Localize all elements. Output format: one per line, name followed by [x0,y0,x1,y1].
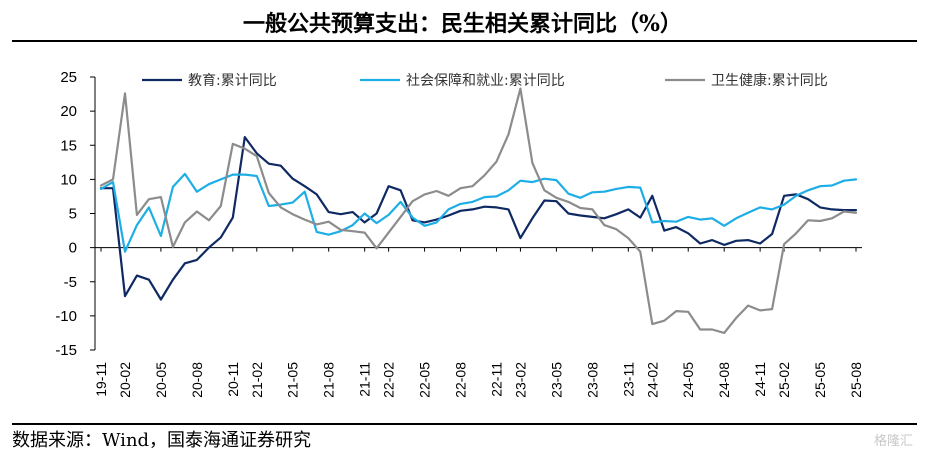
x-tick-label: 23-05 [548,362,564,398]
x-tick-label: 23-11 [620,362,636,397]
legend-label-2: 卫生健康:累计同比 [711,72,828,89]
x-tick-label: 20-08 [189,362,205,398]
y-tick-label: 10 [60,171,77,188]
x-tick-label: 23-02 [512,362,528,398]
watermark-logo: 格隆汇 [873,434,913,449]
x-tick-label: 22-11 [488,362,504,397]
x-tick-label: 22-02 [381,362,397,398]
line-chart: -15 -10 -5 0 5 10 15 20 25 19-11 20-02 20-05 20-08 2… [55,69,864,398]
y-tick-label: 15 [60,137,77,154]
x-tick-label: 25-05 [812,362,828,398]
x-tick-label: 24-02 [644,362,660,398]
series-lines [99,87,858,334]
x-tick-label: 20-05 [153,362,169,398]
x-tick-label: 25-02 [776,362,792,398]
y-tick-label: 5 [69,206,77,223]
title-rule [12,40,917,42]
x-tick-label: 24-08 [716,362,732,398]
y-tick-label: -10 [55,308,77,325]
x-tick-label: 25-08 [848,362,864,398]
source-rule [12,423,917,425]
x-tick-label: 19-11 [93,362,109,397]
y-tick-label: -15 [55,342,77,359]
y-axis: -15 -10 -5 0 5 10 15 20 25 [55,69,96,359]
x-tick-label: 21-11 [357,362,373,397]
legend-label-0: 教育:累计同比 [188,73,277,89]
y-tick-label: -5 [64,274,77,291]
series-line-0 [99,136,858,301]
x-tick-label: 21-05 [285,362,301,398]
source-note: 数据来源：Wind，国泰海通证券研究 [12,430,312,451]
x-tick-label: 22-05 [417,362,433,398]
y-tick-label: 20 [60,103,77,120]
x-tick-label: 21-08 [321,362,337,398]
x-tick-label: 22-08 [453,362,469,398]
x-tick-label: 20-02 [117,362,133,398]
x-tick-label: 20-11 [225,362,241,397]
series-line-2 [99,87,858,334]
legend-label-1: 社会保障和就业:累计同比 [406,73,565,89]
y-tick-label: 25 [60,69,77,86]
chart-title: 一般公共预算支出：民生相关累计同比（%） [243,11,682,37]
y-tick-label: 0 [69,240,77,257]
x-tick-label: 23-08 [584,362,600,398]
x-tick-label: 21-02 [249,362,265,398]
x-axis: 19-11 20-02 20-05 20-08 20-11 21-02 21-05 21-08… [93,247,864,398]
x-tick-label: 24-05 [680,362,696,398]
legend: 教育:累计同比 社会保障和就业:累计同比 卫生健康:累计同比 [142,72,828,89]
x-tick-label: 24-11 [752,362,768,397]
